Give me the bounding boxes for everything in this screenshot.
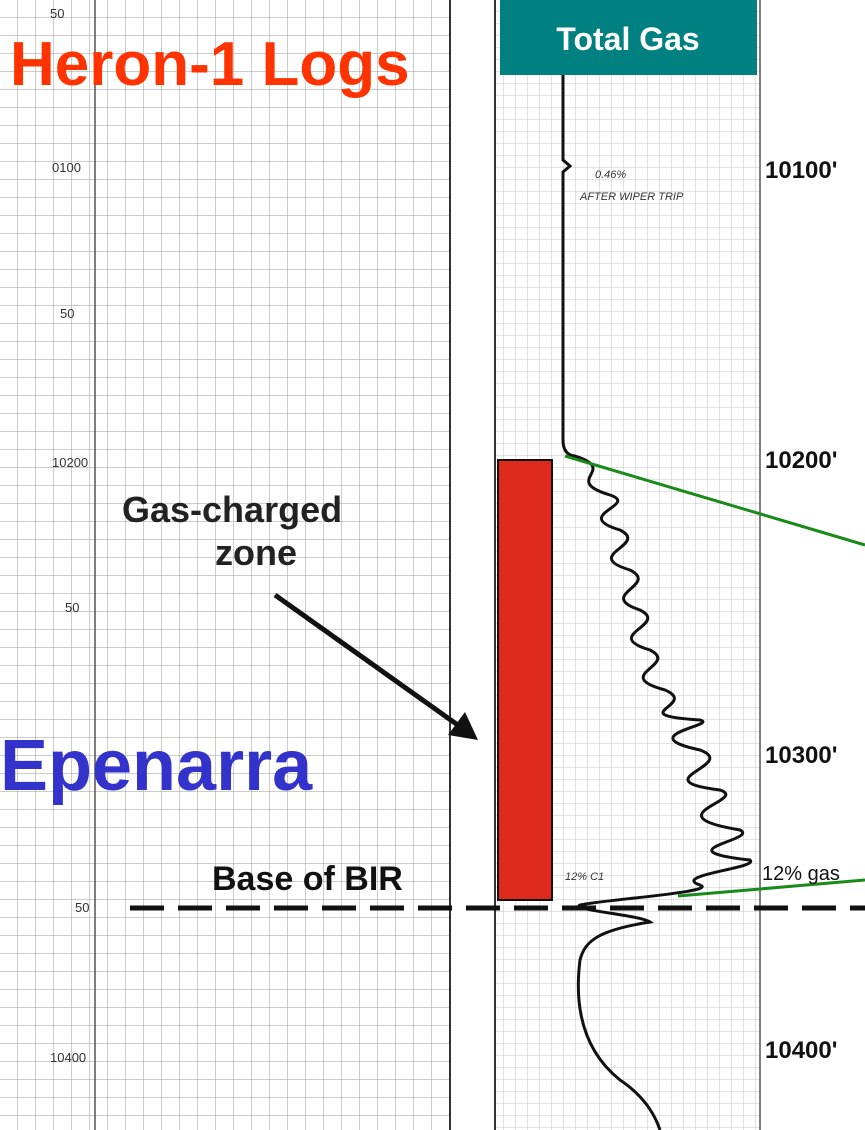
- scan-note: AFTER WIPER TRIP: [579, 191, 684, 203]
- zone-label: zone: [215, 532, 297, 573]
- depth-label: 10300': [765, 742, 837, 769]
- arrow-shaft: [273, 592, 464, 731]
- scan-depth: 50: [65, 600, 79, 615]
- gas-label: 12% gas: [762, 863, 840, 885]
- scan-depths: 50 0100 50 10200 50 50 10400: [50, 6, 89, 1065]
- title: Heron-1 Logs: [10, 30, 410, 99]
- zone-label: Gas-charged: [122, 489, 342, 530]
- depth-labels: 10100' 10200' 10300' 10400': [765, 157, 837, 1064]
- scan-depth: 50: [60, 306, 74, 321]
- header-box: [500, 0, 757, 75]
- arrow-head: [448, 712, 478, 740]
- scan-depth: 10400: [50, 1050, 86, 1065]
- callout-line: [677, 878, 865, 898]
- formation-label: Epenarra: [0, 726, 313, 806]
- depth-label: 10100': [765, 157, 837, 184]
- depth-label: 10400': [765, 1037, 837, 1064]
- scan-depth: 50: [75, 900, 89, 915]
- scan-note: 0.46%: [595, 169, 626, 181]
- scan-depth: 50: [50, 6, 64, 21]
- gas-zone-bar: [497, 459, 553, 901]
- base-label: Base of BIR: [212, 860, 403, 898]
- scan-depth: 0100: [52, 160, 81, 175]
- gas-curve: [561, 75, 753, 1130]
- scan-notes: 0.46% AFTER WIPER TRIP 12% C1: [565, 169, 684, 883]
- scan-note: 12% C1: [565, 871, 604, 883]
- scan-depth: 10200: [52, 455, 88, 470]
- left-track: [0, 0, 450, 1130]
- depth-label: 10200': [765, 447, 837, 474]
- callout-line: [564, 454, 865, 547]
- track-header: Total Gas: [556, 21, 699, 57]
